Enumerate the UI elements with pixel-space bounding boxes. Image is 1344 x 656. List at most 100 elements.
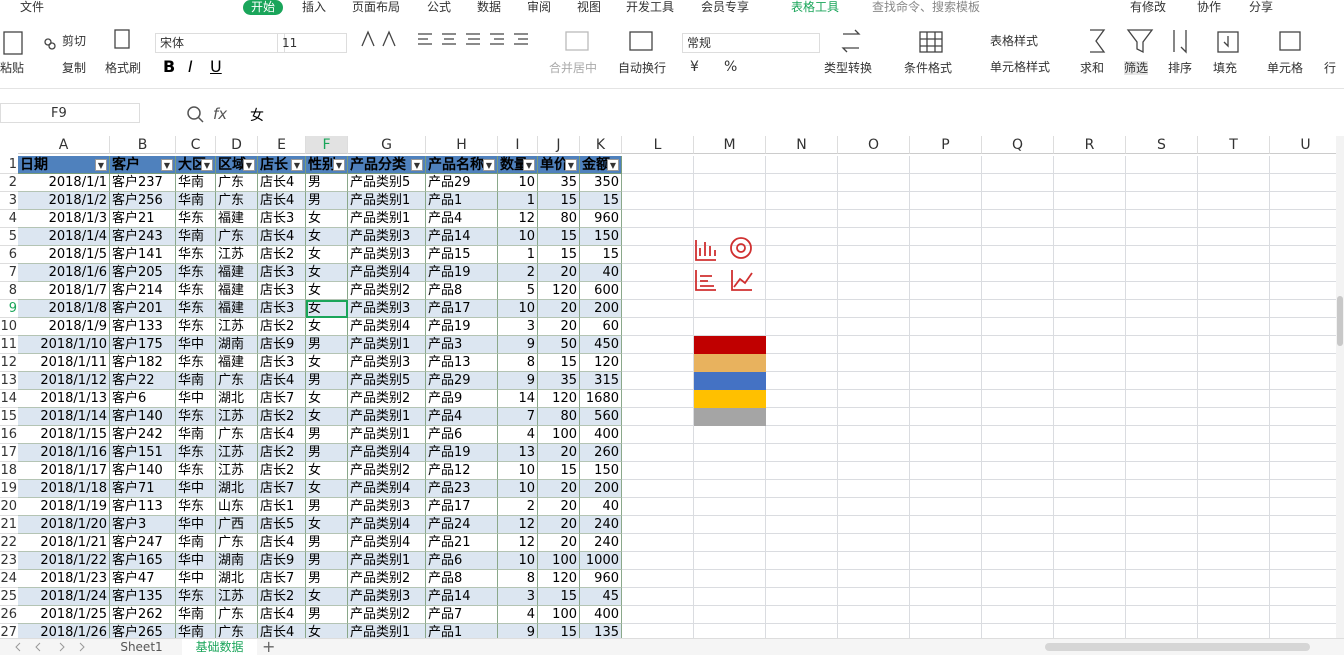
tool-label[interactable]: 剪切 [62, 34, 87, 48]
grid-cell[interactable] [1270, 300, 1336, 318]
column-header[interactable]: N [766, 136, 838, 154]
table-cell[interactable]: 店长3 [258, 354, 306, 372]
grid-cell[interactable] [838, 426, 910, 444]
menu-tab[interactable]: 插入 [302, 0, 327, 14]
grid-cell[interactable] [982, 426, 1054, 444]
grid-cell[interactable] [766, 282, 838, 300]
grid-cell[interactable] [982, 282, 1054, 300]
table-cell[interactable]: 华东 [176, 246, 216, 264]
table-cell[interactable]: 华南 [176, 624, 216, 638]
grid-cell[interactable] [982, 588, 1054, 606]
table-cell[interactable]: 产品类别1 [348, 552, 426, 570]
row-header[interactable]: 23 [0, 553, 18, 570]
table-cell[interactable]: 江苏 [216, 588, 258, 606]
table-cell[interactable]: 200 [580, 480, 622, 498]
table-cell[interactable]: 女 [306, 462, 348, 480]
menu-tab[interactable]: 会员专享 [701, 0, 750, 14]
grid-cell[interactable] [1198, 516, 1270, 534]
table-cell[interactable]: 2018/1/18 [18, 480, 110, 498]
column-header[interactable]: U [1270, 136, 1336, 154]
grid-cell[interactable] [838, 282, 910, 300]
table-cell[interactable]: 150 [580, 228, 622, 246]
table-cell[interactable]: 240 [580, 534, 622, 552]
tool-label[interactable]: 筛选 [1124, 61, 1149, 75]
grid-cell[interactable] [982, 480, 1054, 498]
table-cell[interactable]: 广东 [216, 192, 258, 210]
grid-cell[interactable] [694, 246, 766, 264]
table-cell[interactable]: 产品类别5 [348, 174, 426, 192]
grid-cell[interactable] [838, 336, 910, 354]
grid-cell[interactable] [694, 624, 766, 638]
grid-cell[interactable] [1270, 156, 1336, 174]
table-cell[interactable]: 100 [538, 552, 580, 570]
grid-cell[interactable] [1054, 606, 1126, 624]
grid-cell[interactable] [622, 228, 694, 246]
grid-cell[interactable] [766, 228, 838, 246]
grid-cell[interactable] [1054, 408, 1126, 426]
grid-cell[interactable] [838, 192, 910, 210]
table-cell[interactable]: 女 [306, 228, 348, 246]
table-cell[interactable]: 店长2 [258, 444, 306, 462]
table-cell[interactable]: 12 [498, 210, 538, 228]
table-cell[interactable]: 华南 [176, 192, 216, 210]
table-cell[interactable]: 20 [538, 534, 580, 552]
grid-cell[interactable] [910, 210, 982, 228]
grid-cell[interactable] [1054, 246, 1126, 264]
table-cell[interactable]: 2018/1/22 [18, 552, 110, 570]
grid-cell[interactable] [1054, 300, 1126, 318]
filter-button[interactable]: ▼ [523, 159, 535, 171]
table-cell[interactable]: 男 [306, 552, 348, 570]
grid-cell[interactable] [838, 408, 910, 426]
table-cell[interactable]: 2018/1/13 [18, 390, 110, 408]
grid-cell[interactable] [838, 318, 910, 336]
table-cell[interactable]: 产品14 [426, 588, 498, 606]
table-cell[interactable]: 广东 [216, 624, 258, 638]
grid-cell[interactable] [1198, 462, 1270, 480]
column-header[interactable]: J [538, 136, 580, 154]
grid-cell[interactable] [1198, 192, 1270, 210]
sheet-tab[interactable]: 基础数据 [182, 639, 257, 655]
grid-cell[interactable] [1126, 246, 1198, 264]
table-cell[interactable]: 15 [538, 192, 580, 210]
grid-cell[interactable] [1198, 354, 1270, 372]
grid-cell[interactable] [1270, 462, 1336, 480]
table-cell[interactable]: 20 [538, 318, 580, 336]
table-cell[interactable]: 湖北 [216, 390, 258, 408]
grid-cell[interactable] [1198, 156, 1270, 174]
table-cell[interactable]: 2018/1/7 [18, 282, 110, 300]
grid-cell[interactable] [838, 300, 910, 318]
table-cell[interactable]: 华中 [176, 480, 216, 498]
filter-button[interactable]: ▼ [411, 159, 423, 171]
table-cell[interactable]: 店长4 [258, 534, 306, 552]
filter-button[interactable]: ▼ [607, 159, 619, 171]
grid-cell[interactable] [1126, 336, 1198, 354]
grid-cell[interactable] [982, 606, 1054, 624]
table-cell[interactable]: 产品类别4 [348, 534, 426, 552]
table-cell[interactable]: 5 [498, 282, 538, 300]
grid-cell[interactable] [622, 588, 694, 606]
grid-cell[interactable] [1198, 444, 1270, 462]
grid-cell[interactable] [1270, 534, 1336, 552]
table-cell[interactable]: 2018/1/26 [18, 624, 110, 638]
grid-cell[interactable] [910, 390, 982, 408]
table-cell[interactable]: 华南 [176, 426, 216, 444]
grid-cell[interactable] [1054, 192, 1126, 210]
grid-cell[interactable] [622, 390, 694, 408]
table-cell[interactable]: 315 [580, 372, 622, 390]
formula-value[interactable]: 女 [250, 108, 264, 124]
table-cell[interactable]: 2018/1/12 [18, 372, 110, 390]
grid-cell[interactable] [838, 480, 910, 498]
grid-cell[interactable] [622, 570, 694, 588]
table-cell[interactable]: 华东 [176, 354, 216, 372]
table-cell[interactable]: 产品19 [426, 444, 498, 462]
table-cell[interactable]: 2018/1/14 [18, 408, 110, 426]
table-cell[interactable]: 山东 [216, 498, 258, 516]
filter-button[interactable]: ▼ [201, 159, 213, 171]
column-header[interactable]: R [1054, 136, 1126, 154]
table-cell[interactable]: 客户265 [110, 624, 176, 638]
grid-cell[interactable] [910, 444, 982, 462]
grid-cell[interactable] [1270, 282, 1336, 300]
table-cell[interactable]: 客户113 [110, 498, 176, 516]
tool-label[interactable]: 排序 [1168, 61, 1193, 75]
table-cell[interactable]: 1000 [580, 552, 622, 570]
